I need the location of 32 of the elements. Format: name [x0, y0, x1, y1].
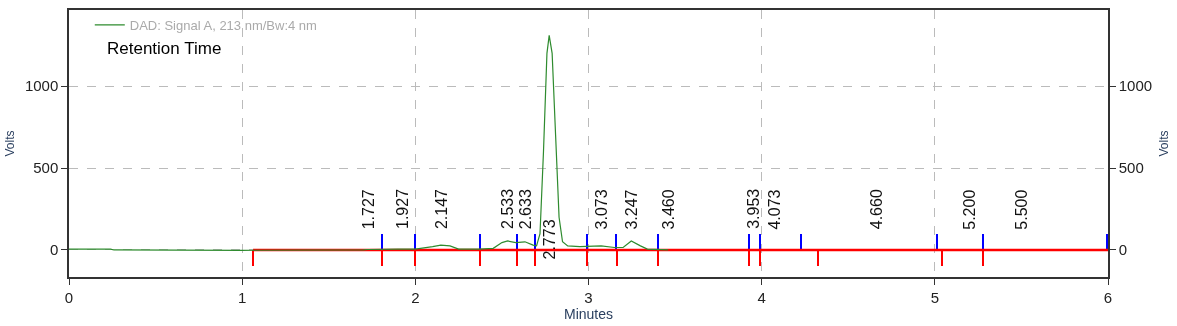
annotation: 2.773 — [540, 219, 558, 260]
annotation: 4.660 — [867, 189, 885, 230]
y-axis-title: Volts — [2, 130, 17, 157]
annotation: 3.953 — [745, 188, 763, 229]
annotation: 5.500 — [1013, 189, 1031, 230]
annotation: 2.633 — [516, 189, 534, 230]
annotation: 1.927 — [394, 188, 412, 229]
x-tick-label: 0 — [64, 288, 74, 306]
x-axis-title: Minutes — [563, 305, 614, 322]
y-tick-label: 0 — [49, 241, 59, 259]
annotation: 3.073 — [592, 189, 610, 230]
annotation: 4.073 — [766, 189, 784, 230]
y2-tick-label: 0 — [1118, 241, 1128, 259]
annotation: 2.533 — [499, 188, 517, 229]
annotation: 2.147 — [432, 188, 450, 230]
x-tick-label: 6 — [1103, 288, 1113, 306]
legend-label: DAD: Signal A, 213 nm/Bw:4 nm — [129, 18, 317, 34]
x-tick-label: 2 — [411, 288, 420, 306]
x-tick-label: 3 — [584, 288, 593, 306]
annotation: 5.200 — [961, 189, 979, 230]
y2-tick-label: 500 — [1118, 159, 1144, 177]
annotation: 1.727 — [359, 189, 377, 230]
y-tick-label: 1000 — [24, 77, 59, 95]
x-tick-label: 5 — [930, 288, 939, 306]
y-tick-label: 500 — [33, 159, 59, 177]
y2-axis-title: Volts — [1156, 130, 1171, 157]
x-tick-label: 4 — [757, 288, 766, 306]
annotation: 3.460 — [659, 189, 677, 230]
annotation: Retention Time — [107, 39, 222, 58]
annotation: 3.247 — [622, 189, 640, 230]
y2-tick-label: 1000 — [1118, 77, 1153, 95]
x-tick-label: 1 — [238, 288, 247, 306]
